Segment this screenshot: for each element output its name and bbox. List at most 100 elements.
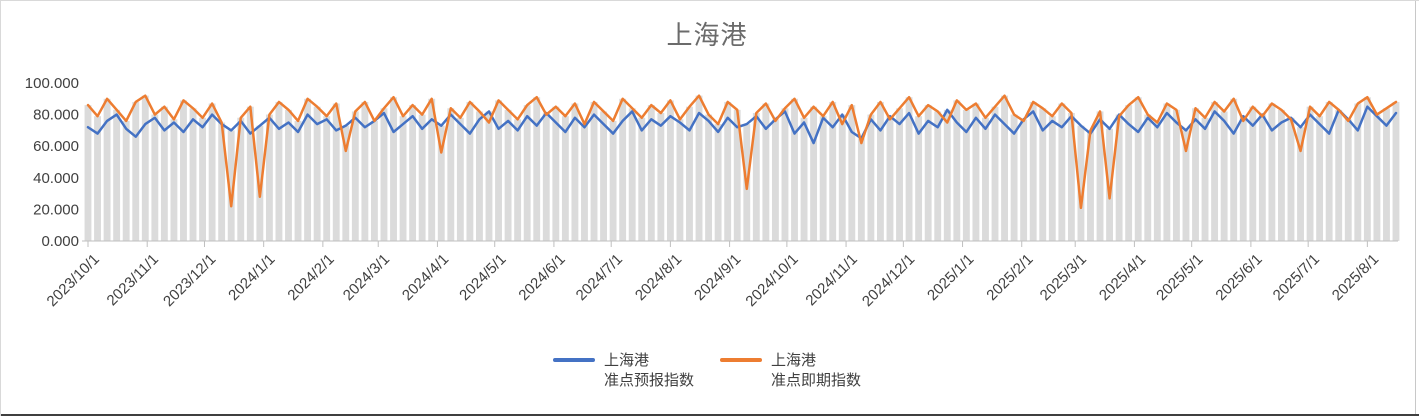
x-axis-label: 2025/6/1 — [1212, 251, 1265, 304]
series-line-forecast — [86, 105, 1398, 145]
grid-drop-bar — [189, 108, 197, 241]
grid-drop-bar — [418, 114, 426, 241]
y-axis-label: 0.000 — [41, 233, 79, 250]
grid-drop-bar — [1058, 103, 1066, 241]
grid-drop-bar — [390, 97, 397, 241]
y-axis-label: 80.000 — [33, 107, 79, 124]
grid-drop-bar — [1316, 116, 1324, 241]
x-axis-label: 2024/10/1 — [742, 251, 801, 310]
grid-drop-bar — [523, 105, 531, 242]
legend-item-forecast[interactable]: 上海港 准点预报指数 — [552, 351, 694, 391]
grid-drop-bar — [237, 117, 245, 241]
grid-drop-bar — [160, 106, 168, 241]
grid-drop-bar — [1001, 95, 1008, 241]
grid-drop-bar — [294, 120, 302, 241]
grid-drop-bar — [1039, 108, 1047, 241]
grid-drop-bar — [180, 100, 187, 241]
grid-drop-bar — [561, 116, 569, 241]
grid-drop-bar — [227, 130, 235, 241]
grid-drop-bar — [905, 97, 913, 241]
grid-drop-bar — [810, 106, 818, 241]
grid-drop-bar — [514, 119, 522, 241]
grid-drop-bar — [323, 116, 331, 241]
grid-drop-bar — [275, 101, 283, 242]
grid-drop-bar — [94, 116, 101, 241]
grid-drop-bar — [1010, 114, 1018, 241]
x-axis-label: 2024/4/1 — [399, 251, 452, 304]
x-axis-label: 2025/2/1 — [983, 251, 1036, 304]
grid-drop-bar — [695, 95, 703, 241]
grid-drop-bar — [982, 117, 989, 241]
grid-drop-bar — [943, 109, 951, 241]
grid-drop-bar — [1335, 109, 1343, 241]
grid-drop-bar — [380, 108, 388, 241]
legend-label-spot: 上海港 准点即期指数 — [771, 352, 862, 389]
grid-drop-bar — [370, 120, 378, 241]
grid-drop-bar — [800, 117, 808, 241]
x-axis-label: 2024/5/1 — [456, 251, 509, 304]
grid-drop-bar — [1239, 116, 1247, 241]
grid-drop-bar — [886, 116, 894, 241]
legend-swatch-spot-line — [720, 358, 762, 362]
y-axis-label: 20.000 — [33, 201, 79, 218]
grid-drop-bar — [838, 114, 846, 241]
grid-drop-bar — [1125, 105, 1133, 242]
grid-drop-bar — [1163, 103, 1171, 241]
grid-drop-bar — [609, 120, 617, 241]
grid-drop-bar — [991, 106, 999, 241]
legend-item-spot[interactable]: 上海港 准点即期指数 — [720, 351, 861, 391]
grid-drop-bar — [447, 108, 455, 241]
grid-drop-bar — [199, 117, 206, 241]
x-axis-label: 2024/6/1 — [515, 251, 568, 304]
grid-drop-bar — [1211, 101, 1219, 242]
grid-drop-bar — [666, 100, 674, 241]
grid-drop-bar — [867, 114, 875, 241]
grid-drop-bar — [304, 98, 312, 241]
grid-drop-bar — [399, 116, 407, 241]
grid-drop-bar — [218, 122, 226, 241]
grid-drop-bar — [141, 95, 149, 241]
grid-drop-bar — [1325, 101, 1333, 242]
grid-drop-bar — [934, 111, 942, 241]
grid-drop-bar — [1287, 117, 1295, 241]
y-axis-label: 100.000 — [25, 75, 79, 92]
grid-drop-bar — [1115, 114, 1123, 241]
grid-drop-bar — [256, 125, 264, 241]
grid-drop-bar — [619, 98, 627, 241]
grid-drop-bar — [1182, 130, 1190, 241]
x-axis-label: 2023/11/1 — [104, 251, 162, 309]
grid-drop-bar — [342, 125, 350, 241]
grid-drop-bar — [676, 119, 684, 241]
x-axis-label: 2023/10/1 — [44, 251, 103, 310]
x-axis-label: 2024/9/1 — [691, 251, 744, 304]
grid-drop-bar — [542, 113, 550, 241]
grid-drop-bar — [246, 106, 254, 241]
grid-drop-bar — [1106, 128, 1114, 241]
grid-drop-bar — [1392, 101, 1400, 242]
x-axis-label: 2025/5/1 — [1153, 251, 1206, 304]
x-axis-label: 2025/4/1 — [1096, 251, 1149, 304]
x-axis-label: 2025/8/1 — [1329, 251, 1382, 304]
grid-drop-bar — [657, 113, 665, 241]
grid-drop-bar — [1220, 111, 1228, 241]
grid-drop-bar — [437, 125, 445, 241]
grid-drop-bar — [1373, 114, 1381, 241]
grid-drop-bar — [771, 119, 779, 241]
grid-drop-bar — [1192, 108, 1199, 241]
grid-drop-bar — [113, 109, 121, 241]
x-axis-label: 2024/7/1 — [573, 251, 626, 304]
grid-drop-bar — [896, 108, 903, 241]
grid-drop-bar — [495, 100, 502, 241]
series-line-spot — [86, 94, 1398, 210]
grid-drop-bar — [466, 101, 474, 242]
grid-drop-bar — [132, 101, 140, 242]
grid-drop-bar — [1230, 98, 1238, 241]
grid-drop-bar — [752, 113, 760, 241]
grid-drop-bar — [953, 100, 961, 241]
grid-drop-bar — [1306, 106, 1314, 241]
x-axis-label: 2024/8/1 — [632, 251, 685, 304]
grid-drop-bar — [962, 109, 970, 241]
grid-drop-bar — [456, 117, 464, 241]
